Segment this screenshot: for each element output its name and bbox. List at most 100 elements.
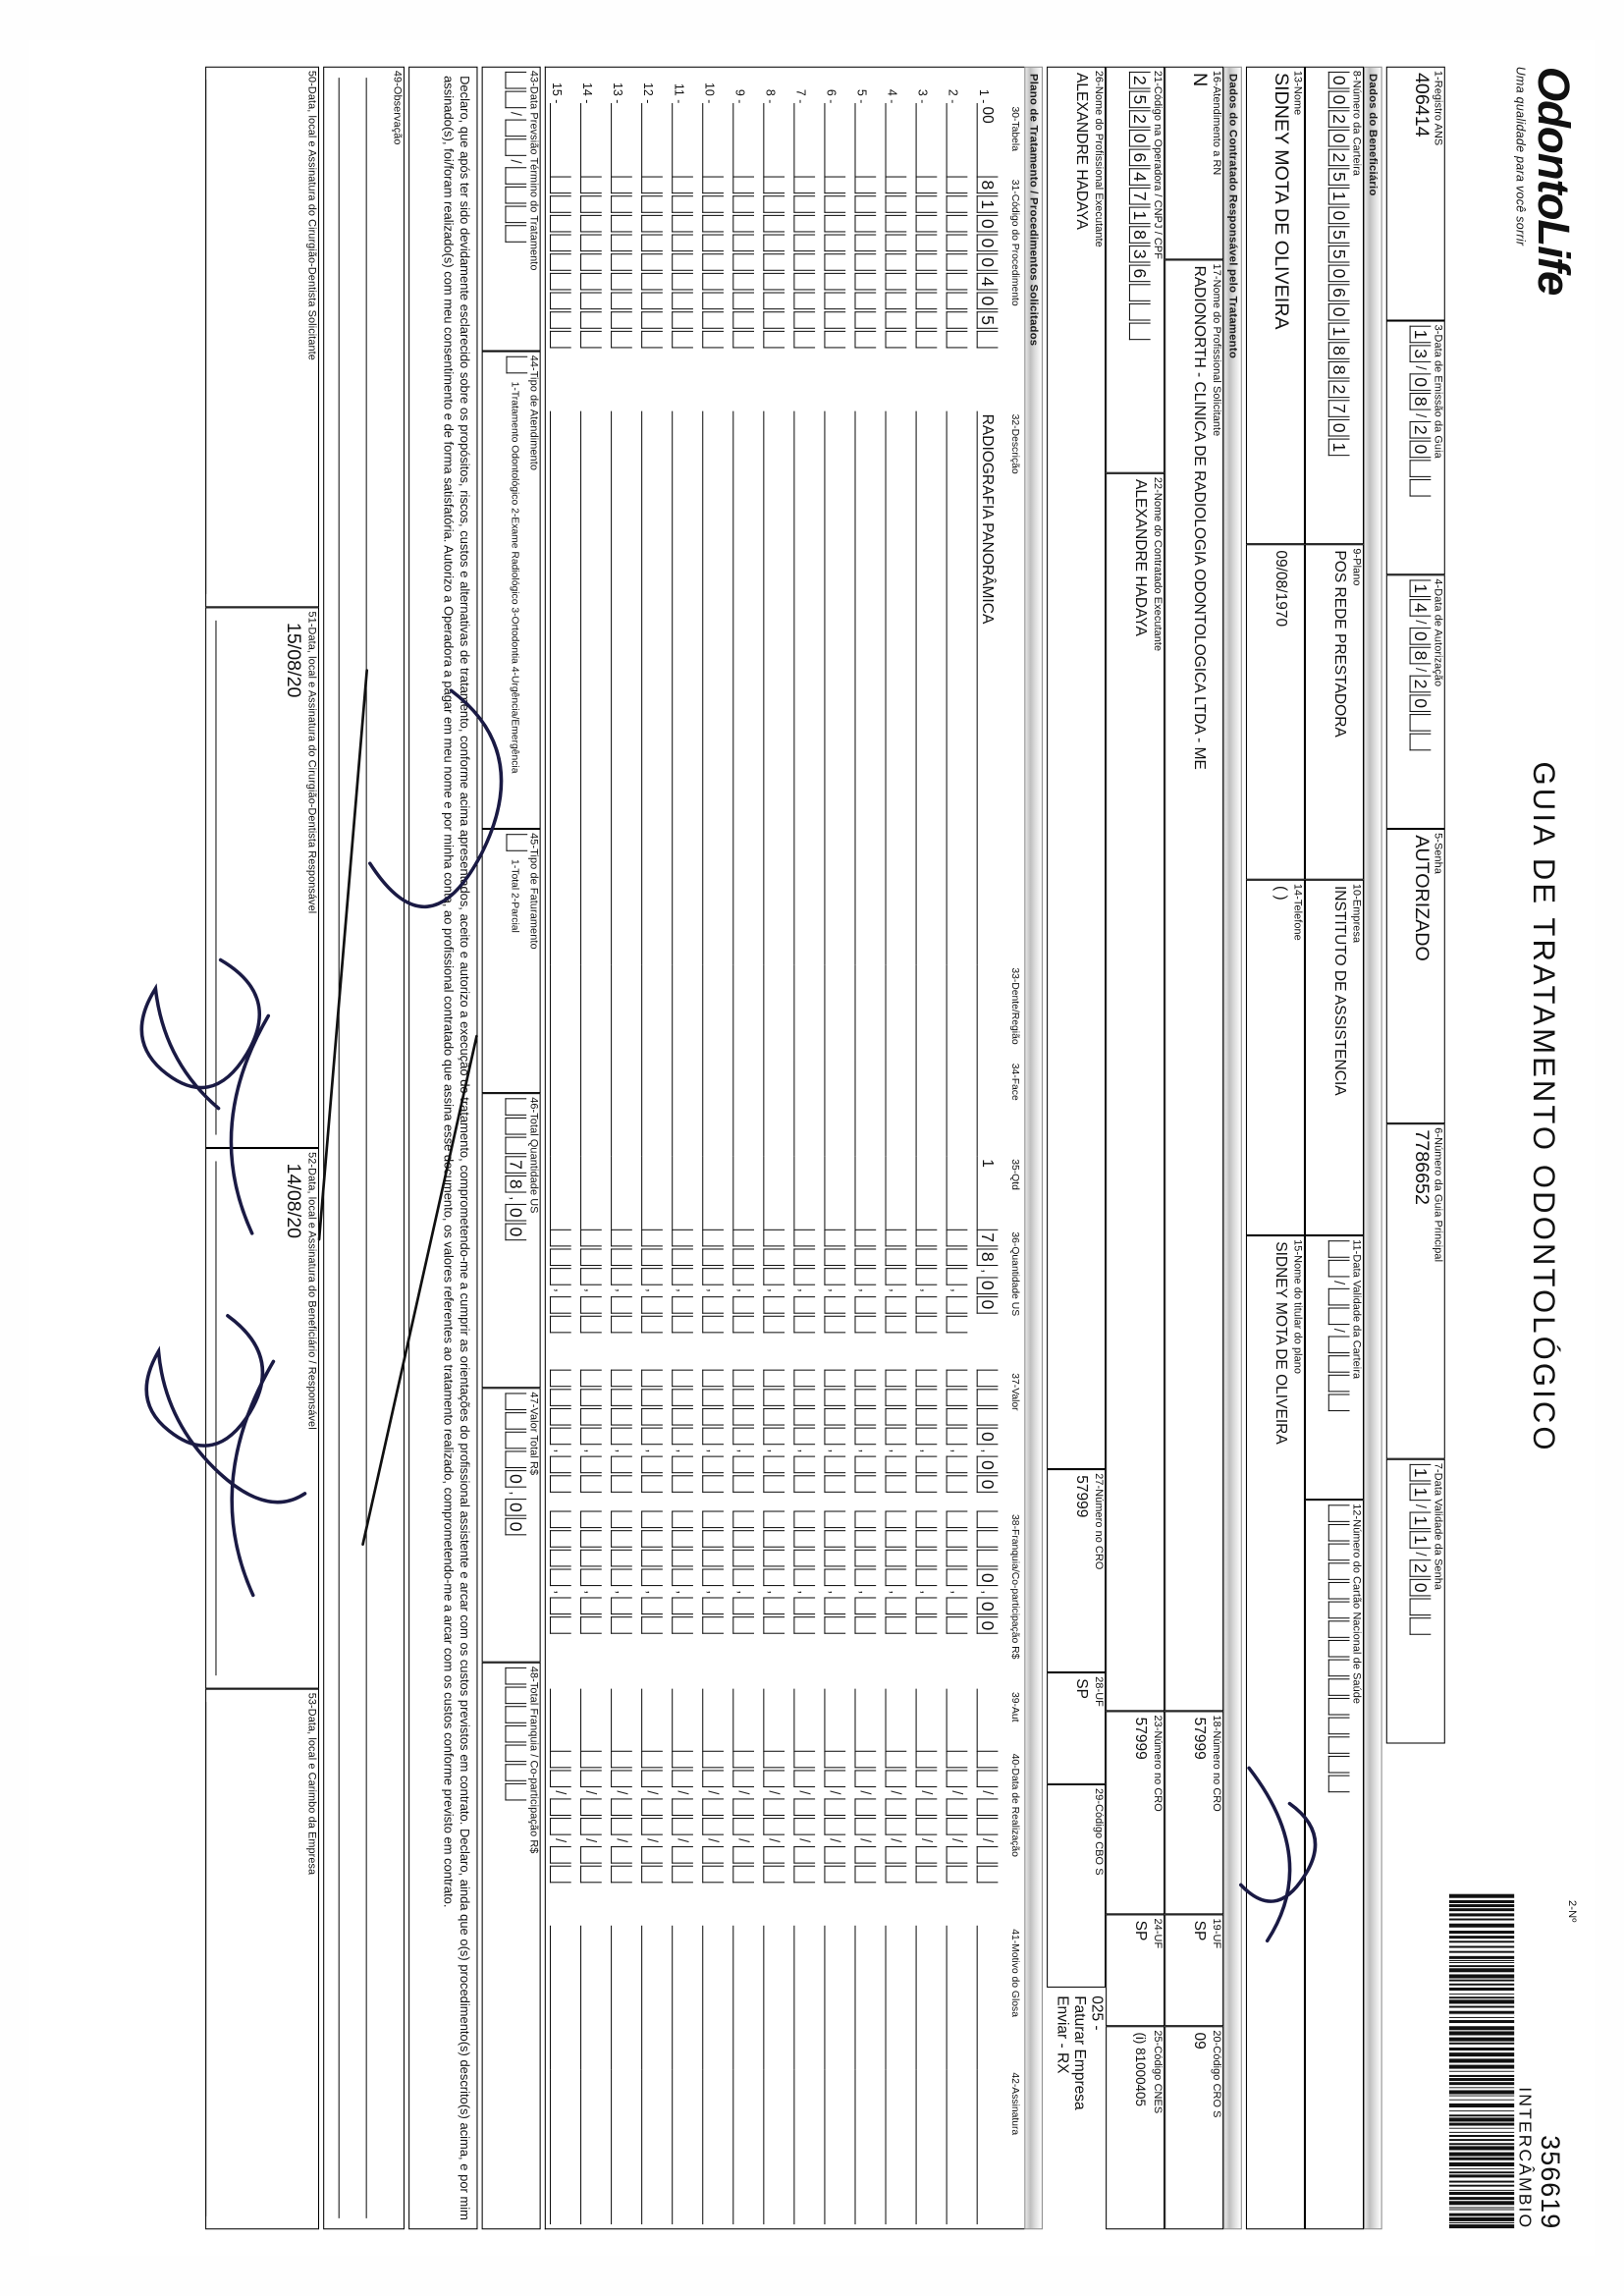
cell-aut[interactable] bbox=[611, 1688, 641, 1751]
cell-descricao[interactable] bbox=[641, 410, 672, 965]
cell-valor[interactable]: , bbox=[946, 1370, 977, 1511]
field-total-franquia[interactable]: 48-Total Franquia / Co-participação R$ bbox=[481, 1662, 541, 2230]
cell-data-realizacao[interactable]: / / bbox=[641, 1750, 672, 1926]
field-assinatura-solicitante[interactable]: 50-Data, local e Assinatura do Cirurgião… bbox=[205, 66, 320, 608]
cell-franquia[interactable]: , bbox=[580, 1510, 611, 1689]
cell-franquia[interactable]: , bbox=[763, 1510, 793, 1689]
cell-aut[interactable] bbox=[824, 1688, 854, 1751]
field-data-validade-senha[interactable]: 7-Data Validade da Senha 1 1/1 1/2 0 bbox=[1385, 1458, 1445, 1744]
cell-face[interactable] bbox=[611, 1060, 641, 1157]
cell-assinatura[interactable] bbox=[580, 2069, 611, 2225]
cell-descricao[interactable] bbox=[824, 410, 854, 965]
cell-qtd[interactable] bbox=[732, 1156, 763, 1230]
cell-tabela[interactable] bbox=[611, 103, 641, 177]
cell-quantidade-us[interactable]: , bbox=[854, 1229, 885, 1370]
cell-tabela[interactable] bbox=[915, 103, 947, 177]
cell-codigo[interactable] bbox=[915, 176, 947, 411]
cell-dente-regiao[interactable] bbox=[946, 964, 977, 1061]
field-numero-guia-principal[interactable]: 6-Número da Guia Principal 7786652 bbox=[1385, 1123, 1445, 1459]
field-telefone[interactable]: 14-Telefone ( ) bbox=[1245, 879, 1305, 1236]
cell-quantidade-us[interactable]: , bbox=[824, 1229, 854, 1370]
cell-face[interactable] bbox=[793, 1060, 824, 1157]
cell-dente-regiao[interactable] bbox=[915, 964, 947, 1061]
field-plano[interactable]: 9-Plano POS REDE PRESTADORA bbox=[1304, 544, 1365, 880]
cell-quantidade-us[interactable]: , bbox=[611, 1229, 641, 1370]
cell-aut[interactable] bbox=[854, 1688, 885, 1751]
cell-dente-regiao[interactable] bbox=[854, 964, 885, 1061]
cell-descricao[interactable] bbox=[580, 410, 611, 965]
cell-data-realizacao[interactable]: / / bbox=[946, 1750, 977, 1926]
table-row[interactable]: 3 -,,, / / bbox=[915, 72, 947, 2225]
cell-tabela[interactable] bbox=[672, 103, 702, 177]
cell-assinatura[interactable] bbox=[946, 2069, 977, 2225]
cell-aut[interactable] bbox=[549, 1688, 580, 1751]
cell-tabela[interactable] bbox=[793, 103, 824, 177]
cell-motivo-glosa[interactable] bbox=[793, 1926, 824, 2070]
cell-tabela[interactable]: 00 bbox=[976, 103, 1007, 177]
cell-descricao[interactable] bbox=[702, 410, 732, 965]
field-assinatura-beneficiario[interactable]: 52-Data, local e Assinatura do Beneficiá… bbox=[205, 1148, 320, 1689]
field-codigo-cbo-s[interactable]: 29-Código CBO S bbox=[1047, 1783, 1107, 1988]
field-codigo-cro-s[interactable]: 20-Código CRO S 09 bbox=[1164, 2026, 1224, 2230]
cell-assinatura[interactable] bbox=[732, 2069, 763, 2225]
cell-assinatura[interactable] bbox=[672, 2069, 702, 2225]
cell-motivo-glosa[interactable] bbox=[976, 1926, 1007, 2070]
field-uf-solicitante[interactable]: 19-UF SP bbox=[1164, 1914, 1224, 2027]
cell-valor[interactable]: , bbox=[641, 1370, 672, 1511]
cell-valor[interactable]: , bbox=[854, 1370, 885, 1511]
cell-quantidade-us[interactable]: , bbox=[915, 1229, 947, 1370]
cell-assinatura[interactable] bbox=[885, 2069, 916, 2225]
cell-quantidade-us[interactable]: , bbox=[885, 1229, 916, 1370]
cell-valor[interactable]: , bbox=[732, 1370, 763, 1511]
cell-codigo[interactable] bbox=[793, 176, 824, 411]
cell-qtd[interactable] bbox=[580, 1156, 611, 1230]
field-carimbo-empresa[interactable]: 53-Data, local e Carimbo da Empresa bbox=[205, 1688, 320, 2230]
table-row[interactable]: 11 -,,, / / bbox=[672, 72, 702, 2225]
cell-qtd[interactable] bbox=[793, 1156, 824, 1230]
cell-dente-regiao[interactable] bbox=[763, 964, 793, 1061]
cell-franquia[interactable]: , bbox=[641, 1510, 672, 1689]
cell-codigo[interactable] bbox=[611, 176, 641, 411]
cell-codigo[interactable] bbox=[885, 176, 916, 411]
cell-aut[interactable] bbox=[702, 1688, 732, 1751]
table-row[interactable]: 13 -,,, / / bbox=[611, 72, 641, 2225]
cell-face[interactable] bbox=[672, 1060, 702, 1157]
cell-valor[interactable]: , bbox=[885, 1370, 916, 1511]
cell-assinatura[interactable] bbox=[976, 2069, 1007, 2225]
cell-quantidade-us[interactable]: , bbox=[763, 1229, 793, 1370]
cell-dente-regiao[interactable] bbox=[641, 964, 672, 1061]
field-atendimento-rn[interactable]: 16-Atendimento a RN N bbox=[1164, 66, 1224, 260]
cell-motivo-glosa[interactable] bbox=[824, 1926, 854, 2070]
cell-motivo-glosa[interactable] bbox=[885, 1926, 916, 2070]
cell-codigo[interactable] bbox=[672, 176, 702, 411]
cell-qtd[interactable] bbox=[672, 1156, 702, 1230]
cell-aut[interactable] bbox=[672, 1688, 702, 1751]
field-uf-profissional[interactable]: 28-UF SP bbox=[1047, 1672, 1107, 1784]
table-row[interactable]: 1 -00 8 1 0 0 0 4 0 5 RADIOGRAFIA PANORÂMICA 1 7 8, 0… bbox=[976, 72, 1007, 2225]
cell-aut[interactable] bbox=[580, 1688, 611, 1751]
cell-motivo-glosa[interactable] bbox=[702, 1926, 732, 2070]
cell-data-realizacao[interactable]: / / bbox=[793, 1750, 824, 1926]
cell-qtd[interactable] bbox=[702, 1156, 732, 1230]
field-nome-profissional-executante[interactable]: 26-Nome do Profissional Executante ALEXA… bbox=[1047, 66, 1107, 1470]
cell-face[interactable] bbox=[580, 1060, 611, 1157]
cell-codigo[interactable] bbox=[763, 176, 793, 411]
cell-face[interactable] bbox=[549, 1060, 580, 1157]
cell-tabela[interactable] bbox=[702, 103, 732, 177]
cell-qtd[interactable] bbox=[946, 1156, 977, 1230]
cell-face[interactable] bbox=[641, 1060, 672, 1157]
field-nome-titular[interactable]: 15-Nome do titular do plano SIDNEY MOTA … bbox=[1245, 1235, 1305, 2230]
field-tipo-faturamento[interactable]: 45-Tipo de Faturamento 1-Total 2-Parcial bbox=[481, 829, 541, 1094]
cell-qtd[interactable] bbox=[915, 1156, 947, 1230]
cell-valor[interactable]: , bbox=[793, 1370, 824, 1511]
cell-quantidade-us[interactable]: , bbox=[580, 1229, 611, 1370]
cell-dente-regiao[interactable] bbox=[976, 964, 1007, 1061]
cell-descricao[interactable] bbox=[672, 410, 702, 965]
cell-data-realizacao[interactable]: / / bbox=[885, 1750, 916, 1926]
cell-dente-regiao[interactable] bbox=[580, 964, 611, 1061]
cell-valor[interactable]: , bbox=[549, 1370, 580, 1511]
cell-descricao[interactable] bbox=[549, 410, 580, 965]
